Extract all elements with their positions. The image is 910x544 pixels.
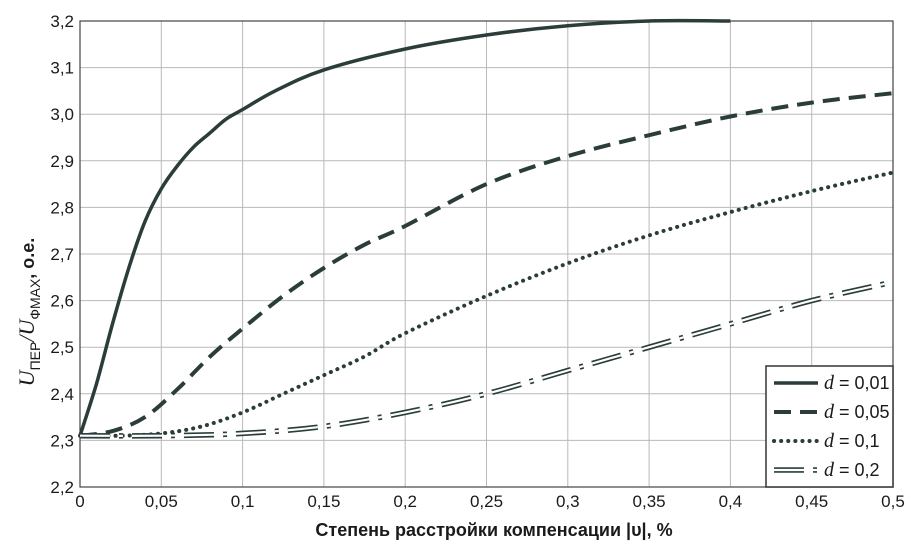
y-tick-label: 2,7 <box>50 245 74 264</box>
y-label-sub2: ФМАХ <box>27 278 43 320</box>
y-tick-label: 2,3 <box>50 431 74 450</box>
y-tick-label: 3,2 <box>50 12 74 31</box>
plot-frame <box>79 20 894 488</box>
x-tick-label: 0,2 <box>393 492 417 511</box>
y-label-sub1: ПЕР <box>27 342 43 371</box>
y-label-unit: , о.е. <box>18 238 38 279</box>
legend-label-4: d = 0,2 <box>824 459 880 481</box>
y-tick-label: 3,0 <box>50 105 74 124</box>
legend-label-1: d = 0,01 <box>824 372 890 394</box>
legend-label-2: d = 0,05 <box>824 401 890 423</box>
legend-value: = 0,1 <box>834 431 880 451</box>
x-tick-label: 0,45 <box>795 492 828 511</box>
series-group <box>78 18 895 439</box>
y-tick-label: 3,1 <box>50 59 74 78</box>
legend: d = 0,01d = 0,05d = 0,1d = 0,2 <box>765 365 894 488</box>
x-tick-labels: 0 0,05 0,1 0,15 0,2 0,25 0,3 0,35 0,4 0,45 0,5 <box>75 492 905 511</box>
y-label-slash: /U <box>14 318 39 344</box>
legend-variable: d <box>824 401 835 423</box>
legend-variable: d <box>824 372 835 394</box>
legend-value: = 0,01 <box>834 373 890 393</box>
y-tick-label: 2,6 <box>50 292 74 311</box>
x-tick-label: 0,1 <box>231 492 255 511</box>
legend-value: = 0,2 <box>834 460 880 480</box>
y-tick-label: 2,4 <box>50 385 74 404</box>
y-tick-labels: 2,2 2,3 2,4 2,5 2,6 2,7 2,8 2,9 3,0 3,1 3,2 <box>50 12 74 497</box>
x-tick-label: 0 <box>75 492 84 511</box>
x-axis-label: Степень расстройки компенсации |υ|, % <box>315 520 672 540</box>
x-tick-label: 0,4 <box>719 492 743 511</box>
y-tick-label: 2,8 <box>50 198 74 217</box>
legend-box <box>765 365 894 488</box>
series-line-1 <box>78 18 731 437</box>
x-tick-label: 0,35 <box>633 492 666 511</box>
legend-label-3: d = 0,1 <box>824 430 880 452</box>
legend-value: = 0,05 <box>834 402 890 422</box>
y-tick-label: 2,9 <box>50 152 74 171</box>
series-line-3 <box>78 170 895 438</box>
x-tick-label: 0,3 <box>556 492 580 511</box>
y-tick-label: 2,5 <box>50 338 74 357</box>
series-line-4-inner <box>79 280 894 437</box>
x-tick-label: 0,25 <box>470 492 503 511</box>
y-label-main: U <box>14 368 39 386</box>
legend-variable: d <box>824 459 835 481</box>
x-tick-label: 0,05 <box>145 492 178 511</box>
x-tick-label: 0,15 <box>307 492 340 511</box>
series-line-2 <box>79 91 894 438</box>
legend-variable: d <box>824 430 835 452</box>
x-tick-label: 0,5 <box>881 492 905 511</box>
y-tick-label: 2,2 <box>50 478 74 497</box>
y-axis-label: UПЕР/UФМАХ, о.е. <box>14 238 43 387</box>
